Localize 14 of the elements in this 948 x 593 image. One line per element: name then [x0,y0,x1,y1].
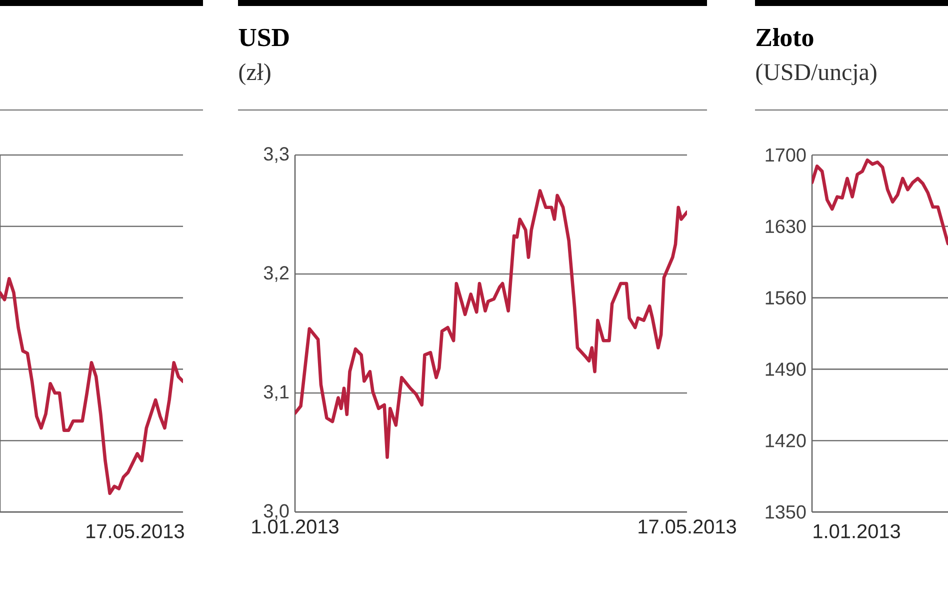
y-tick-label: 1630 [766,220,806,234]
y-tick-label: 1560 [766,291,806,305]
chart-title: Złoto [756,28,814,46]
chart-title: USD [238,28,289,46]
y-tick-label: 3,0 [264,504,289,520]
y-tick-label: 3,1 [264,385,289,401]
y-tick-label: 1350 [766,505,806,519]
y-tick-label: 1700 [766,148,806,162]
y-tick-label: 3,3 [264,147,289,163]
chart-subtitle: (zł) [239,63,270,86]
chart-subtitle: (USD/uncja) [756,63,876,86]
y-tick-label: 1490 [766,362,806,376]
y-tick-label: 1420 [766,434,806,448]
y-tick-label: 3,2 [264,266,289,282]
